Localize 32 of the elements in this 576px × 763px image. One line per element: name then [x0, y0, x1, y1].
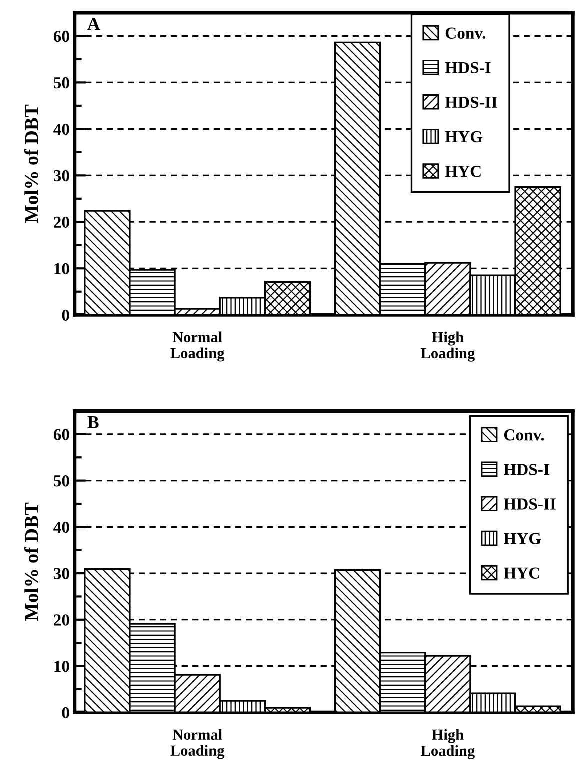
- y-tick-label: 50: [54, 476, 70, 487]
- x-tick-label: High Loading: [421, 332, 475, 362]
- y-tick-label: 10: [54, 263, 70, 275]
- y-axis-title: Mol% of DBT: [24, 502, 38, 622]
- y-tick-label: 40: [54, 124, 70, 136]
- x-tick-label: High Loading: [421, 729, 475, 760]
- y-tick-label: 60: [54, 429, 70, 440]
- y-tick-label: 20: [54, 614, 70, 626]
- legend-label: HYC: [504, 568, 540, 579]
- y-tick-label: 0: [62, 310, 70, 322]
- legend-label: HDS-I: [445, 62, 491, 74]
- y-tick-label: 30: [54, 568, 70, 580]
- y-tick-label: 50: [54, 77, 70, 89]
- legend-label: HDS-II: [504, 498, 556, 510]
- y-tick-label: 60: [54, 30, 70, 42]
- y-axis-title: Mol% of DBT: [24, 104, 38, 224]
- y-tick-label: 20: [54, 216, 70, 228]
- legend-label: HYG: [504, 533, 542, 544]
- annotation: A: [88, 18, 100, 30]
- y-tick-label: 40: [54, 522, 70, 534]
- legend-label: HDS-I: [504, 464, 550, 476]
- y-tick-label: 30: [54, 170, 70, 182]
- legend-label: Conv.: [504, 430, 544, 441]
- y-tick-label: 10: [54, 660, 70, 672]
- x-tick-label: Normal Loading: [170, 729, 225, 760]
- x-tick-label: Normal Loading: [170, 332, 225, 362]
- legend-label: HYG: [445, 131, 483, 143]
- y-tick-label: 0: [62, 707, 70, 719]
- legend-label: HDS-II: [445, 96, 498, 108]
- legend-label: HYC: [445, 166, 481, 178]
- annotation: B: [88, 416, 99, 428]
- legend-label: Conv.: [446, 28, 486, 40]
